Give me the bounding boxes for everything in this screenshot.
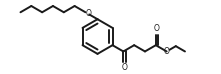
Text: O: O	[154, 24, 160, 33]
Text: O: O	[86, 9, 92, 18]
Text: O: O	[122, 63, 128, 72]
Text: O: O	[164, 47, 170, 56]
